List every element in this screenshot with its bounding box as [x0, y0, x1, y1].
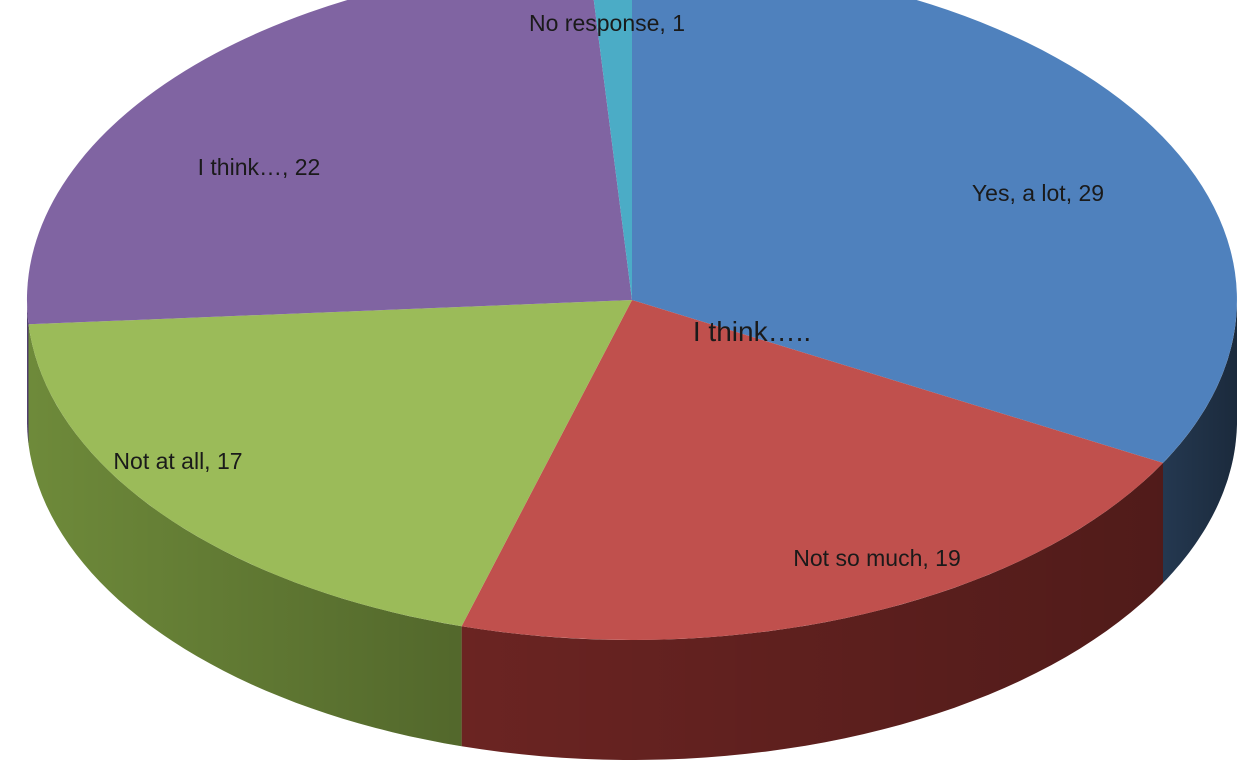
pie-slice-not-so-much [461, 300, 1164, 640]
pie-data-labels: Yes, a lot, 29 Not so much, 19 Not at all,… [113, 10, 1104, 571]
pie-slice-yes-a-lot [632, 0, 1237, 463]
pie-side-shade-yes-a-lot [1163, 300, 1237, 583]
data-label-not-at-all: Not at all, 17 [113, 448, 242, 474]
pie-side-shade-not-so-much [461, 462, 1164, 760]
pie-slice-i-think [26, 0, 632, 325]
data-label-i-think: I think…, 22 [198, 154, 321, 180]
pie-side-shade-not-at-all [28, 324, 462, 747]
pie-side-shade-i-think [27, 300, 29, 445]
chart-title: I think….. [693, 316, 811, 347]
data-label-no-response: No response, 1 [529, 10, 685, 36]
data-label-yes-a-lot: Yes, a lot, 29 [972, 180, 1104, 206]
pie-slice-not-at-all [28, 300, 632, 627]
pie-3d-sides [27, 300, 1237, 760]
data-label-not-so-much: Not so much, 19 [793, 545, 960, 571]
pie-slice-no-response [593, 0, 632, 300]
pie-slices [26, 0, 1237, 640]
